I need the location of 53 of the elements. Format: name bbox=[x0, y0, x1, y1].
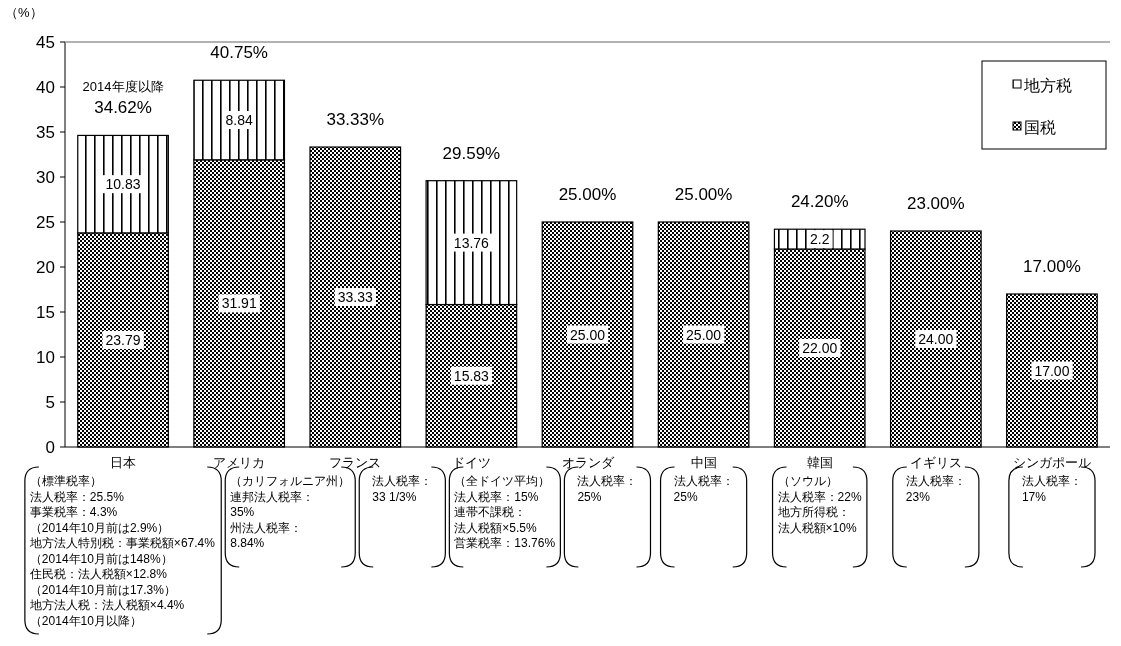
x-tick-label: ドイツ bbox=[451, 455, 491, 470]
text: （ソウル）法人税率：22% 地方所得税：法人税額×10% bbox=[776, 474, 862, 535]
x-tick-label: フランス bbox=[329, 455, 382, 470]
y-tick-label: 5 bbox=[45, 393, 55, 412]
text: （カリフォルニア州）連邦法人税率： 35% 州法人税率： 8.84% bbox=[230, 474, 351, 550]
x-tick-label: アメリカ bbox=[213, 455, 266, 470]
y-tick-label: 25 bbox=[36, 213, 55, 232]
total-label: 34.62% bbox=[94, 98, 152, 118]
legend-label: 国税 bbox=[1024, 119, 1056, 136]
total-label: 17.00% bbox=[1023, 257, 1081, 276]
x-tick-label: シンガポール bbox=[1012, 455, 1091, 470]
data-label: 23.79 bbox=[105, 331, 141, 348]
y-tick-label: 20 bbox=[36, 258, 55, 277]
text: 法人税率： 33 1/3% bbox=[372, 474, 433, 504]
data-label: 10.83 bbox=[105, 176, 141, 193]
y-tick-label: 35 bbox=[36, 123, 55, 142]
x-tick-label: イギリス bbox=[909, 455, 962, 470]
y-tick-label: 30 bbox=[36, 168, 55, 187]
total-label: 25.00% bbox=[558, 185, 617, 204]
data-label: 25.00 bbox=[569, 326, 606, 343]
legend-label: 地方税 bbox=[1023, 77, 1072, 94]
y-tick-label: 40 bbox=[36, 78, 55, 97]
y-tick-label: 45 bbox=[36, 33, 55, 52]
data-label: 15.83 bbox=[453, 367, 490, 384]
text: 法人税率： 23% bbox=[905, 474, 966, 504]
data-label: 13.76 bbox=[453, 234, 490, 251]
x-tick-label: オランダ bbox=[561, 455, 615, 470]
y-tick-label: 15 bbox=[36, 303, 55, 322]
x-tick-label: 中国 bbox=[690, 455, 717, 470]
total-label: 29.59% bbox=[442, 143, 501, 163]
y-tick-label: 10 bbox=[36, 348, 55, 367]
data-label: 24.00 bbox=[918, 331, 954, 347]
y-tick-label: 0 bbox=[45, 438, 55, 457]
x-tick-label: 韓国 bbox=[806, 455, 833, 470]
x-tick-label: 日本 bbox=[110, 455, 137, 470]
y-axis-title: （%） bbox=[5, 5, 43, 20]
total-label: 25.00% bbox=[674, 185, 733, 204]
total-label: 24.20% bbox=[790, 192, 849, 212]
data-label: 33.33 bbox=[337, 289, 373, 306]
text: 法人税率： 25% bbox=[673, 474, 734, 504]
text: （全ドイツ平均）法人税率：15% 連帯不課税：法人税額×5.5% 営業税率：13.76% bbox=[454, 474, 556, 550]
text: 法人税率： 25% bbox=[577, 474, 638, 504]
total-label: 40.75% bbox=[210, 43, 268, 63]
text: 法人税率： 17% bbox=[1021, 474, 1082, 504]
annotation: 23.00% bbox=[907, 194, 965, 213]
data-label: 17.00 bbox=[1034, 362, 1070, 379]
data-label: 8.84 bbox=[225, 112, 253, 129]
annotation: 2014年度以降 bbox=[82, 79, 164, 95]
data-label: 2.2 bbox=[809, 231, 830, 248]
data-label: 25.00 bbox=[686, 326, 722, 343]
total-label: 33.33% bbox=[326, 110, 385, 130]
data-label: 31.91 bbox=[221, 295, 257, 312]
data-label: 22.00 bbox=[802, 340, 838, 356]
